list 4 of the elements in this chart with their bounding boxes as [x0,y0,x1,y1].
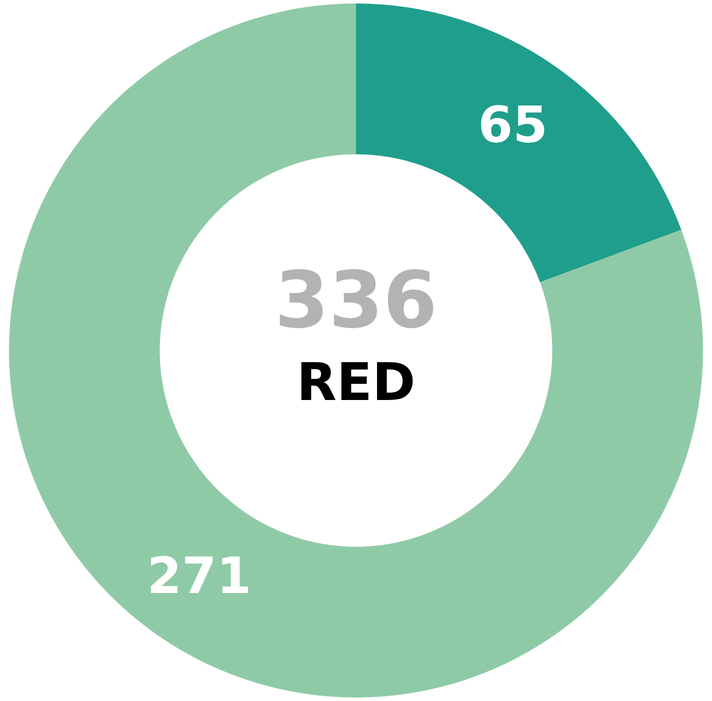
text: 336 [274,256,438,346]
data-label: 271 [146,546,252,605]
data-label: 65 [478,96,548,154]
text: RED [296,353,416,413]
